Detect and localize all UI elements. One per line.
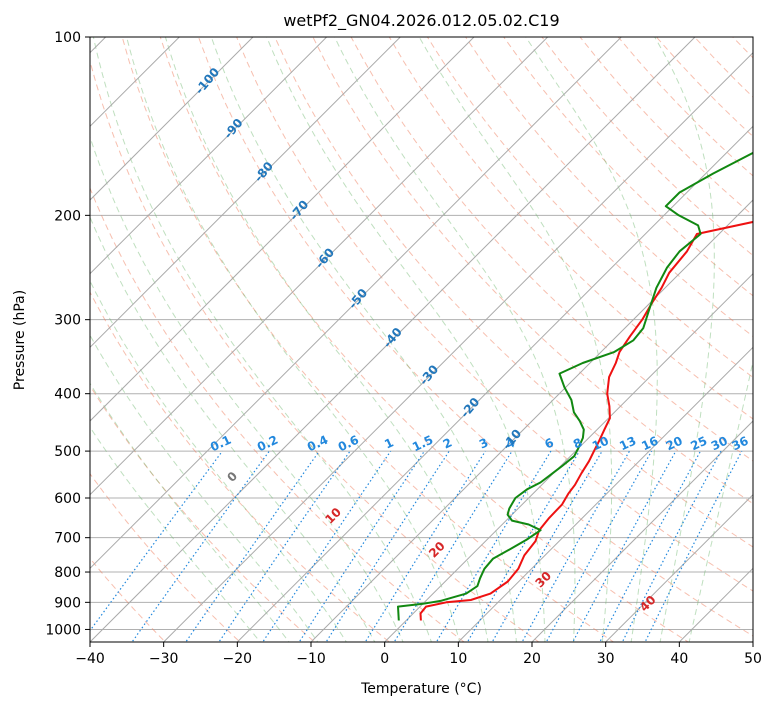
moist-adiabat xyxy=(90,279,347,642)
y-tick-label: 700 xyxy=(54,531,81,547)
x-tick-label: 30 xyxy=(597,651,615,667)
isotherm-line xyxy=(90,37,254,201)
profile-lines xyxy=(397,151,753,621)
moist-adiabat xyxy=(90,215,376,642)
chart-title: wetPf2_GN04.2026.012.05.02.C19 xyxy=(283,11,559,31)
dry-adiabat xyxy=(90,472,241,642)
isotherm-line xyxy=(310,199,753,642)
isotherm-line xyxy=(531,420,753,642)
moist-adiabat xyxy=(654,37,715,642)
mixing-ratio-label: 25 xyxy=(688,434,709,454)
y-tick-label: 900 xyxy=(54,595,81,611)
mixing-ratio-line xyxy=(325,450,450,642)
dry-adiabat xyxy=(90,291,391,642)
y-tick-label: 300 xyxy=(54,313,81,329)
mixing-ratio-line xyxy=(364,450,486,642)
isotherm-line xyxy=(90,37,696,642)
mixing-ratio-line xyxy=(572,450,677,642)
mixing-ratio-label: 16 xyxy=(639,434,660,454)
y-tick-label: 200 xyxy=(54,208,81,224)
y-tick-label: 500 xyxy=(54,444,81,460)
moist-adiabat xyxy=(126,37,461,642)
dry-adiabat xyxy=(121,37,615,642)
dry-adiabat xyxy=(503,37,753,297)
isotherm-line xyxy=(90,37,328,275)
mixing-ratio-line xyxy=(90,450,223,632)
isotherm-line xyxy=(383,272,753,642)
mixing-ratio-label: 10 xyxy=(590,434,611,454)
mixing-ratio-line xyxy=(262,450,392,642)
moist-adiabat xyxy=(418,37,613,642)
isotherm-line xyxy=(236,125,753,642)
x-tick-label: 50 xyxy=(744,651,762,667)
isotherm-line xyxy=(90,37,475,422)
x-tick-label: 40 xyxy=(670,651,688,667)
dry-adiabat xyxy=(426,37,753,378)
isotherm-line xyxy=(90,37,402,349)
y-tick-label: 800 xyxy=(54,565,81,581)
mixing-ratio-line xyxy=(621,450,722,642)
dry-adiabat xyxy=(236,37,753,592)
mixing-ratio-label: 36 xyxy=(730,434,751,454)
isotherm-line xyxy=(162,51,753,642)
dry-adiabat xyxy=(465,37,753,338)
mixing-ratio-line xyxy=(185,450,320,642)
dry-adiabat xyxy=(90,384,316,642)
y-tick-label: 400 xyxy=(54,387,81,403)
mixing-ratio-line xyxy=(599,450,702,642)
dewpoint-profile-line xyxy=(397,151,753,621)
moist-adiabat xyxy=(210,37,518,642)
x-tick-label: −10 xyxy=(296,651,326,667)
x-tick-label: 20 xyxy=(523,651,541,667)
x-tick-label: 0 xyxy=(380,651,389,667)
moist-adiabat xyxy=(334,37,576,642)
axes: −40 −30 −20 −10 0 10 20 30 40 50 100 200 300 400 500 60… xyxy=(45,30,762,667)
moist-adiabat xyxy=(688,358,753,642)
isotherm-line xyxy=(90,37,181,128)
moist-adiabat xyxy=(90,382,290,642)
moist-adiabat xyxy=(90,334,319,642)
x-tick-label: −20 xyxy=(223,651,253,667)
temperature-profile-line xyxy=(419,220,753,621)
dry-adiabat xyxy=(90,59,540,642)
x-tick-label: 10 xyxy=(449,651,467,667)
mixing-ratio-line xyxy=(131,450,270,642)
mixing-ratio-line xyxy=(218,450,351,642)
isotherm-line xyxy=(604,493,753,642)
mixing-ratio-label: 30 xyxy=(709,434,730,454)
moist-adiabat xyxy=(90,426,261,642)
dry-adiabat xyxy=(312,37,753,505)
mixing-ratio-line xyxy=(393,450,513,642)
dry-adiabat xyxy=(90,186,465,642)
moist-adiabat xyxy=(90,135,404,642)
mixing-ratio-label: 20 xyxy=(664,434,685,454)
isotherm-line xyxy=(90,37,549,496)
plot-frame xyxy=(89,36,754,643)
mixing-ratio-line xyxy=(466,450,580,642)
isotherm-line xyxy=(457,346,753,642)
y-axis-label: Pressure (hPa) xyxy=(12,290,28,390)
y-tick-label: 1000 xyxy=(45,622,81,638)
x-tick-label: −30 xyxy=(149,651,179,667)
y-tick-label: 100 xyxy=(54,30,81,46)
moist-adiabat xyxy=(164,37,489,642)
dry-adiabat xyxy=(197,37,753,637)
background-lines xyxy=(90,37,753,642)
isotherm-line xyxy=(90,37,623,570)
moist-adiabat xyxy=(92,37,432,642)
x-axis-label: Temperature (°C) xyxy=(360,681,482,697)
y-tick-label: 600 xyxy=(54,491,81,507)
mixing-ratio-label: 13 xyxy=(617,434,638,454)
x-tick-label: −40 xyxy=(75,651,105,667)
mixing-ratio-line xyxy=(298,450,425,642)
moist-adiabat xyxy=(266,37,546,642)
dry-adiabat xyxy=(159,37,690,642)
